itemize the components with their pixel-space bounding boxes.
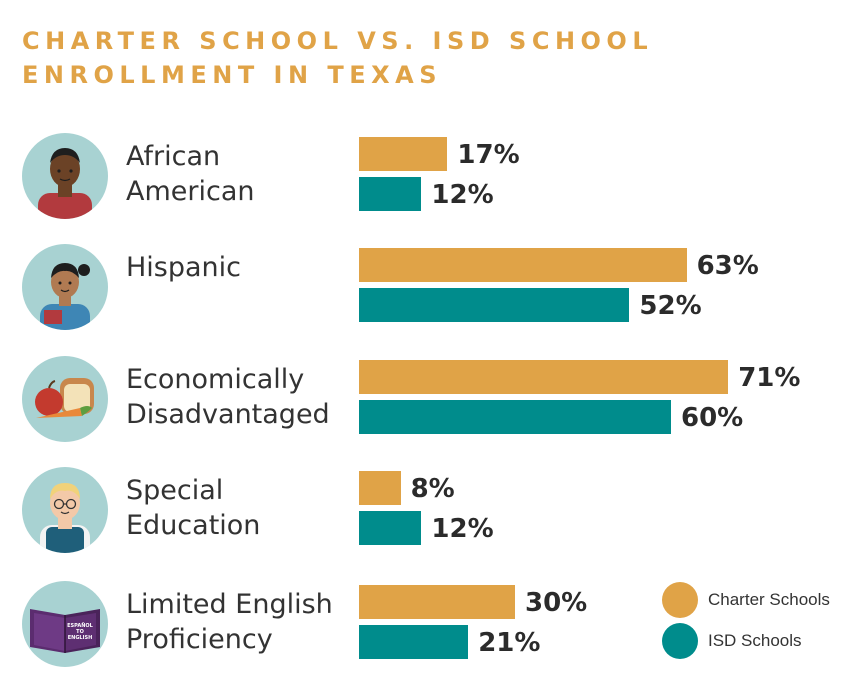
isd-value-label: 21%: [478, 628, 541, 658]
chart-title: CHARTER SCHOOL VS. ISD SCHOOL ENROLLMENT…: [22, 27, 654, 89]
student-glasses-icon: [22, 467, 108, 553]
book-icon: ESPAÑOL TO ENGLISH: [22, 581, 108, 667]
category-label: Hispanic: [126, 252, 242, 283]
charter-value-label: 71%: [738, 363, 801, 393]
isd-bar: [359, 511, 422, 545]
food-icon: [22, 356, 108, 442]
book-text: ESPAÑOL TO ENGLISH: [67, 623, 93, 641]
isd-value-label: 52%: [639, 291, 702, 321]
isd-value-label: 12%: [431, 180, 494, 210]
charter-value-label: 8%: [410, 474, 455, 504]
category-label: Limited English Proficiency: [126, 589, 333, 655]
category-label: Economically Disadvantaged: [126, 364, 330, 430]
isd-bar: [359, 177, 422, 211]
isd-value-label: 12%: [431, 514, 494, 544]
category-row: Special Education 8% 12%: [0, 467, 860, 567]
category-row: Economically Disadvantaged 71% 60%: [0, 356, 860, 456]
category-row: Hispanic 63% 52%: [0, 244, 860, 344]
charter-bar: [359, 137, 448, 171]
legend-swatch: [662, 582, 698, 618]
legend-swatch: [662, 623, 698, 659]
student-girl-icon: [22, 244, 108, 330]
legend-label: Charter Schools: [708, 590, 830, 609]
isd-bar: [359, 400, 671, 434]
category-row: ESPAÑOL TO ENGLISH Limited English Profic…: [0, 581, 860, 681]
legend-label: ISD Schools: [708, 631, 802, 650]
charter-bar: [359, 360, 729, 394]
category-label: African American: [126, 141, 255, 207]
student-boy-icon: [22, 133, 108, 219]
charter-value-label: 30%: [525, 588, 588, 618]
charter-value-label: 63%: [696, 251, 759, 281]
isd-bar: [359, 625, 469, 659]
charter-bar: [359, 471, 401, 505]
charter-bar: [359, 585, 515, 619]
charter-bar: [359, 248, 687, 282]
isd-value-label: 60%: [681, 403, 744, 433]
isd-bar: [359, 288, 630, 322]
category-row: African American 17% 12%: [0, 133, 860, 233]
category-label: Special Education: [126, 475, 261, 541]
charter-value-label: 17%: [457, 140, 520, 170]
